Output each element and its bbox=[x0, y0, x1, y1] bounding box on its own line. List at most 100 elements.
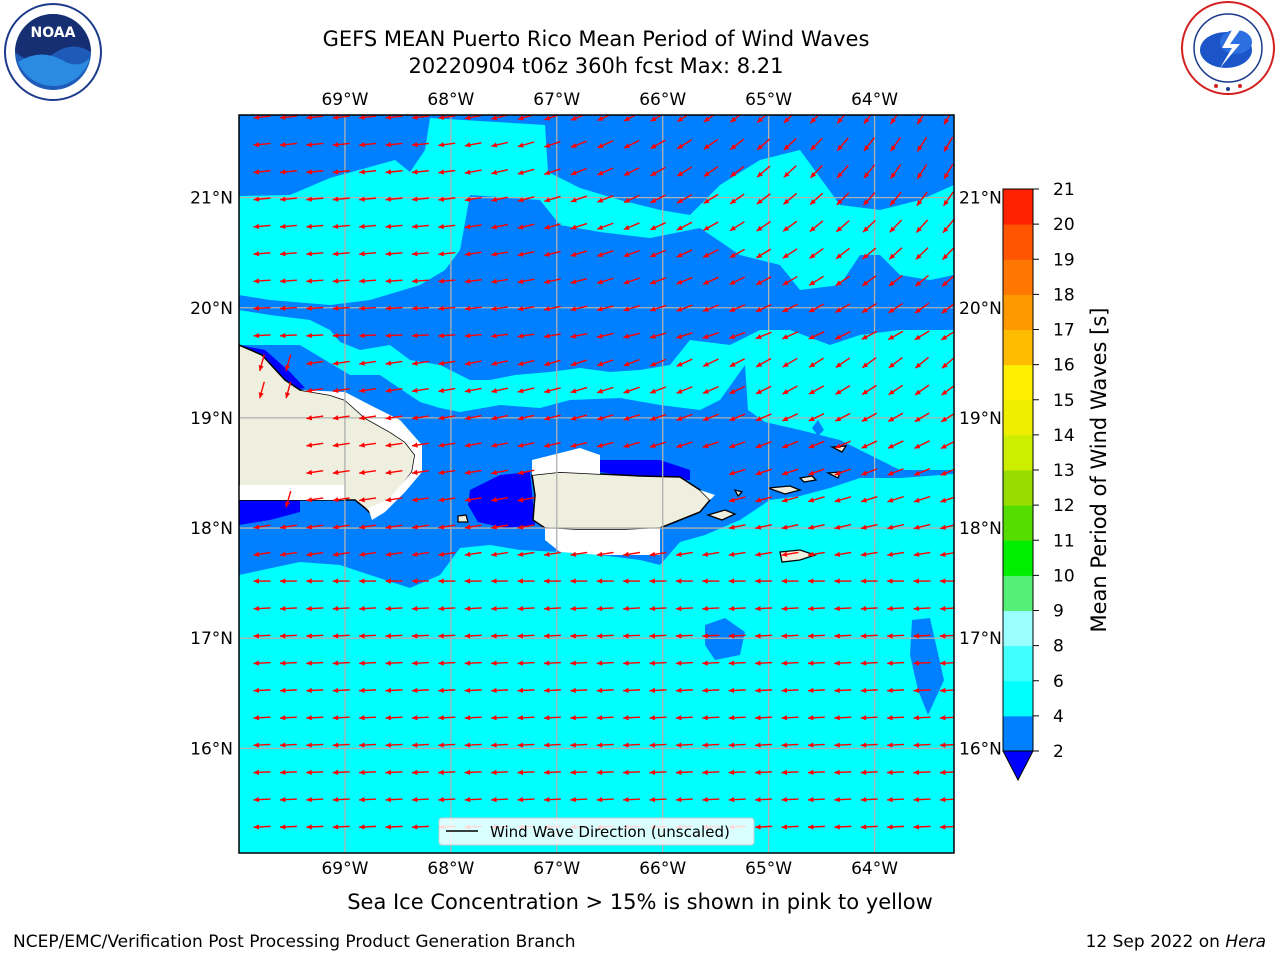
wave-direction-arrow bbox=[676, 115, 689, 123]
wave-direction-arrow bbox=[570, 167, 587, 176]
wave-direction-arrow bbox=[781, 742, 799, 748]
wave-direction-arrow bbox=[809, 220, 824, 233]
wave-direction-arrow bbox=[913, 551, 931, 557]
wave-direction-arrow bbox=[940, 412, 954, 423]
wave-direction-arrow bbox=[517, 742, 535, 748]
wave-direction-arrow bbox=[464, 333, 482, 339]
wave-direction-arrow bbox=[332, 633, 350, 639]
wave-direction-arrow bbox=[596, 715, 614, 721]
lat-label-right: 17°N bbox=[959, 629, 1002, 649]
wave-direction-arrow bbox=[861, 357, 877, 369]
wave-direction-arrow bbox=[807, 660, 825, 666]
wave-direction-arrow bbox=[438, 524, 456, 530]
lon-label-bottom: 67°W bbox=[533, 859, 580, 879]
wave-direction-arrow bbox=[385, 415, 403, 421]
wave-direction-arrow bbox=[943, 136, 954, 153]
wind-wave-legend: Wind Wave Direction (unscaled) bbox=[438, 817, 755, 846]
wave-direction-arrow bbox=[781, 797, 799, 803]
wave-direction-arrow bbox=[729, 413, 746, 422]
wave-direction-arrow bbox=[385, 223, 403, 230]
wave-direction-arrow bbox=[517, 359, 535, 367]
wave-direction-arrow bbox=[649, 277, 667, 285]
wave-direction-arrow bbox=[385, 251, 403, 257]
wave-direction-arrow bbox=[755, 742, 773, 748]
colorbar-tick-label: 17 bbox=[1053, 321, 1075, 341]
wave-direction-arrow bbox=[332, 387, 350, 394]
wave-direction-arrow bbox=[359, 415, 377, 421]
wave-direction-arrow bbox=[411, 223, 429, 230]
lat-label-right: 18°N bbox=[959, 519, 1002, 539]
wave-direction-arrow bbox=[623, 249, 640, 258]
wave-direction-arrow bbox=[253, 332, 271, 339]
wave-direction-arrow bbox=[702, 441, 720, 449]
wave-direction-arrow bbox=[306, 797, 324, 803]
colorbar-label: Mean Period of Wind Waves [s] bbox=[1087, 308, 1111, 633]
wave-direction-arrow bbox=[887, 824, 905, 830]
wave-direction-arrow bbox=[570, 660, 588, 666]
wave-direction-arrow bbox=[887, 495, 904, 503]
wave-direction-arrow bbox=[359, 360, 377, 366]
wind-wave-arrows bbox=[253, 115, 954, 830]
wave-direction-arrow bbox=[755, 385, 772, 395]
land-regions bbox=[239, 344, 712, 531]
wave-direction-arrow bbox=[916, 191, 928, 207]
wave-direction-arrow bbox=[359, 332, 377, 339]
wave-direction-arrow bbox=[253, 305, 271, 311]
wave-direction-arrow bbox=[438, 278, 456, 284]
wave-direction-arrow bbox=[517, 223, 535, 230]
wave-direction-arrow bbox=[597, 195, 614, 203]
wave-direction-arrow bbox=[782, 303, 798, 313]
wave-direction-arrow bbox=[438, 605, 456, 612]
wave-direction-arrow bbox=[755, 797, 773, 803]
wave-direction-arrow bbox=[517, 333, 535, 339]
wave-direction-arrow bbox=[359, 115, 377, 120]
wave-direction-arrow bbox=[596, 605, 614, 612]
wave-direction-arrow bbox=[464, 797, 482, 803]
wave-direction-arrow bbox=[702, 797, 720, 803]
wave-direction-arrow bbox=[941, 356, 954, 369]
wave-direction-arrow bbox=[543, 551, 561, 557]
colorbar-segment bbox=[1003, 470, 1033, 506]
wave-direction-arrow bbox=[623, 194, 640, 204]
wave-direction-arrow bbox=[464, 578, 482, 584]
wave-direction-arrow bbox=[279, 305, 297, 311]
wave-direction-arrow bbox=[861, 440, 878, 449]
wave-direction-arrow bbox=[438, 742, 456, 748]
wave-direction-arrow bbox=[253, 715, 271, 721]
wave-direction-arrow bbox=[253, 660, 271, 666]
wave-direction-arrow bbox=[834, 769, 852, 775]
wave-direction-arrow bbox=[755, 357, 772, 368]
wave-direction-arrow bbox=[755, 524, 773, 530]
wave-direction-arrow bbox=[890, 136, 902, 152]
wave-direction-arrow bbox=[570, 414, 588, 421]
wave-direction-arrow bbox=[596, 414, 614, 421]
wave-direction-arrow bbox=[623, 332, 641, 339]
wave-direction-arrow bbox=[596, 769, 614, 775]
wave-direction-arrow bbox=[570, 715, 588, 721]
colorbar-tick-label: 11 bbox=[1053, 531, 1075, 551]
wave-direction-arrow bbox=[860, 769, 878, 775]
wave-direction-arrow bbox=[359, 251, 377, 257]
wave-direction-arrow bbox=[306, 115, 324, 120]
wave-direction-arrow bbox=[649, 249, 667, 258]
wave-direction-arrow bbox=[306, 524, 324, 530]
wave-direction-arrow bbox=[517, 442, 535, 448]
wave-direction-arrow bbox=[570, 359, 588, 367]
wave-direction-arrow bbox=[306, 469, 324, 475]
wave-direction-arrow bbox=[860, 633, 878, 639]
wave-direction-arrow bbox=[359, 578, 377, 584]
wave-direction-arrow bbox=[411, 660, 429, 666]
wave-direction-arrow bbox=[887, 633, 905, 639]
wave-direction-arrow bbox=[702, 331, 720, 339]
wave-direction-arrow bbox=[863, 164, 876, 179]
wave-direction-arrow bbox=[385, 578, 403, 584]
wave-direction-arrow bbox=[755, 660, 773, 666]
wave-direction-arrow bbox=[359, 797, 377, 803]
wave-direction-arrow bbox=[810, 137, 823, 151]
wave-direction-arrow bbox=[543, 660, 561, 666]
wave-direction-arrow bbox=[914, 302, 930, 314]
wave-direction-arrow bbox=[861, 303, 877, 314]
wave-direction-arrow bbox=[517, 797, 535, 803]
colorbar-segment bbox=[1003, 645, 1033, 682]
puerto-rico-land bbox=[531, 471, 712, 531]
